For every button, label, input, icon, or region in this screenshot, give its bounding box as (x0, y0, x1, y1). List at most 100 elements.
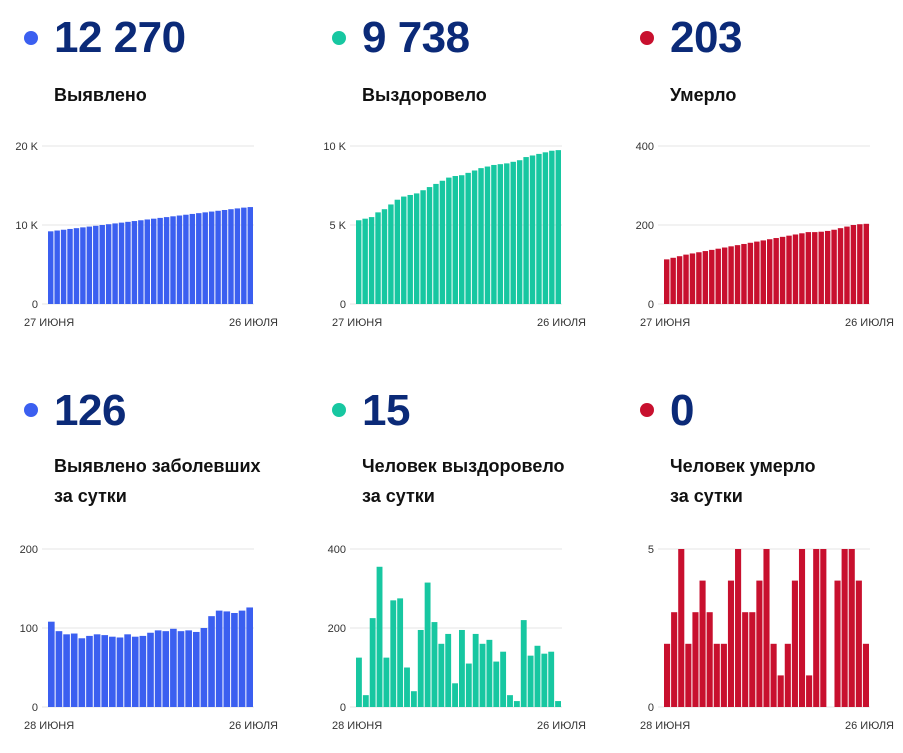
bar (763, 549, 770, 707)
bar (692, 612, 699, 707)
bar (63, 634, 70, 707)
bar (798, 549, 806, 707)
bar (471, 170, 478, 304)
recovered-daily-chart: 0 200 400 28 ИЮНЯ 26 ИЮЛЯ (328, 544, 586, 732)
bar (80, 227, 86, 304)
bar (459, 175, 465, 304)
bar (850, 225, 857, 304)
bar (683, 254, 689, 304)
bar (196, 213, 202, 304)
bar (671, 612, 678, 707)
bar (200, 628, 208, 707)
recovered-daily-value: 15 (362, 386, 410, 435)
y-tick-label: 10 K (15, 220, 38, 232)
y-tick-label: 0 (648, 299, 654, 311)
bar (431, 622, 438, 707)
bar (806, 675, 813, 707)
y-tick-label: 0 (32, 702, 38, 714)
panel-died: 203 Умерло 0 200 400 27 ИЮНЯ 26 ИЮЛЯ (616, 0, 903, 370)
bar (493, 661, 500, 707)
bar (513, 701, 520, 707)
bar (99, 225, 105, 304)
bar (837, 228, 844, 304)
bar (105, 224, 112, 304)
bar (234, 208, 241, 304)
bar (709, 249, 715, 304)
bar (109, 636, 116, 707)
panel-detected: 12 270 Выявлено 0 10 K 20 K 27 ИЮНЯ 26 ИЮЛЯ (0, 0, 300, 370)
bar (756, 580, 763, 707)
bar (54, 230, 60, 304)
died-daily-value: 0 (670, 386, 694, 435)
bar (749, 612, 756, 707)
y-tick-label: 0 (340, 702, 346, 714)
bar (70, 633, 78, 707)
bar (848, 549, 855, 707)
bar (93, 225, 99, 304)
bar (773, 238, 779, 304)
died-daily-chart: 0 5 28 ИЮНЯ 26 ИЮЛЯ (640, 544, 894, 732)
bar (48, 231, 54, 304)
y-tick-label: 5 (648, 544, 654, 556)
died-daily-dot-icon (640, 403, 654, 417)
bar (131, 221, 138, 304)
bar (362, 218, 368, 304)
bar (362, 695, 369, 707)
bar (820, 549, 827, 707)
bar (670, 257, 676, 304)
died-chart: 0 200 400 27 ИЮНЯ 26 ИЮЛЯ (636, 141, 894, 329)
bar (183, 214, 189, 304)
bar (527, 655, 534, 707)
bar (445, 633, 452, 707)
y-tick-label: 200 (328, 623, 346, 635)
bar (125, 221, 131, 304)
y-tick-label: 10 K (323, 141, 346, 153)
bar (228, 209, 234, 304)
x-start-label: 28 ИЮНЯ (640, 720, 690, 732)
bar (147, 632, 154, 707)
bar (48, 621, 55, 707)
x-start-label: 27 ИЮНЯ (332, 317, 382, 329)
died-total-value: 203 (670, 13, 742, 62)
bar (702, 251, 709, 304)
bar (407, 194, 413, 304)
bar (862, 643, 869, 707)
recovered-dot-icon (332, 31, 346, 45)
bar (824, 230, 831, 304)
bar (112, 223, 118, 304)
bar (734, 245, 741, 304)
bar (459, 629, 465, 707)
bar (857, 224, 863, 304)
bar (60, 229, 67, 304)
detected-daily-label: Выявлено заболевших за сутки (54, 451, 261, 511)
bar (116, 637, 124, 707)
died-daily-label-line2: за сутки (670, 486, 743, 506)
panel-recovered-daily: 15 Человек выздоровело за сутки 0 200 400 2… (308, 380, 608, 750)
bar (163, 217, 170, 304)
bar (555, 150, 561, 304)
bar (706, 612, 713, 707)
panel-detected-daily: 126 Выявлено заболевших за сутки 0 100 200… (0, 380, 300, 750)
bar (478, 168, 484, 304)
died-label: Умерло (670, 80, 736, 110)
bar (452, 176, 458, 304)
bar (144, 219, 150, 304)
bar (855, 580, 862, 707)
bar (491, 164, 497, 304)
y-tick-label: 0 (340, 299, 346, 311)
bar (664, 643, 671, 707)
bar (754, 241, 760, 304)
bar (472, 633, 479, 707)
bar (520, 620, 527, 707)
bar (792, 234, 799, 304)
recovered-chart: 0 5 K 10 K 27 ИЮНЯ 26 ИЮЛЯ (323, 141, 586, 329)
x-end-label: 26 ИЮЛЯ (229, 317, 278, 329)
y-tick-label: 20 K (15, 141, 38, 153)
bar (131, 636, 139, 707)
bar (818, 231, 824, 304)
bar (720, 643, 727, 707)
detected-daily-chart: 0 100 200 28 ИЮНЯ 26 ИЮЛЯ (20, 544, 278, 732)
bar (500, 651, 507, 707)
bar (486, 639, 493, 707)
panel-died-daily: 0 Человек умерло за сутки 0 5 28 ИЮНЯ 26 ИЮ… (616, 380, 903, 750)
